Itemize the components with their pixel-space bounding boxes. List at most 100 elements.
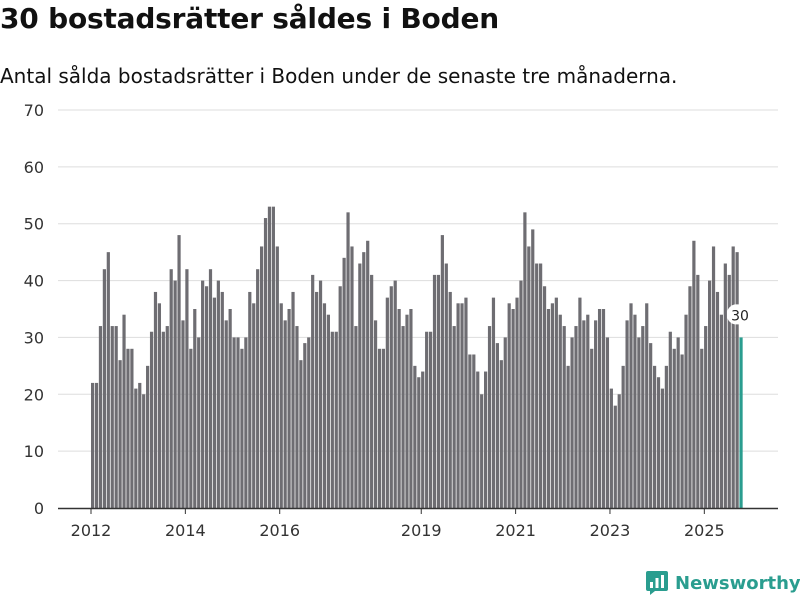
bar <box>664 365 668 508</box>
bar <box>354 326 358 508</box>
bar <box>511 309 515 508</box>
bar <box>531 229 535 508</box>
bar <box>601 309 606 508</box>
bar <box>672 348 676 508</box>
bar <box>546 309 551 508</box>
data-label-background <box>727 304 754 325</box>
bar <box>645 303 649 508</box>
bar <box>652 365 657 508</box>
bar <box>696 274 700 508</box>
bar <box>629 303 633 508</box>
bar <box>472 354 476 508</box>
bar <box>393 280 397 508</box>
bar <box>279 303 283 508</box>
bar <box>330 331 334 508</box>
bar <box>366 240 370 508</box>
bar <box>377 348 382 508</box>
bar <box>617 394 621 508</box>
bar <box>566 365 570 508</box>
bar <box>263 218 268 508</box>
bar <box>715 291 720 508</box>
bar <box>385 297 389 508</box>
bar <box>625 320 629 508</box>
bar <box>417 377 421 508</box>
bar <box>307 337 311 508</box>
y-axis: 0 10 20 30 40 50 60 70 <box>24 101 44 518</box>
bar <box>409 309 413 508</box>
bar <box>299 360 303 508</box>
bar <box>153 291 158 508</box>
bar <box>444 263 448 508</box>
bar <box>259 246 264 508</box>
y-tick-label: 10 <box>24 442 44 461</box>
newsworthy-logo-icon <box>646 571 668 595</box>
bar <box>499 360 503 508</box>
bar <box>169 269 173 508</box>
bar <box>468 354 472 508</box>
bar <box>91 382 95 508</box>
bar <box>413 365 417 508</box>
bar <box>680 354 684 508</box>
bar <box>684 314 688 508</box>
bar <box>523 212 527 508</box>
y-tick-label: 30 <box>24 328 44 347</box>
bar <box>452 326 456 508</box>
brand-logo[interactable]: Newsworthy <box>645 568 800 598</box>
bar <box>157 303 162 508</box>
bar <box>609 388 613 508</box>
bar <box>98 326 103 508</box>
bar <box>287 309 291 508</box>
bar <box>562 326 566 508</box>
bar <box>397 309 401 508</box>
bar <box>495 343 499 508</box>
bar <box>480 394 484 508</box>
x-tick-label: 2023 <box>590 521 631 540</box>
bar <box>425 331 429 508</box>
bar <box>676 337 680 508</box>
bar <box>539 263 543 508</box>
bar <box>149 331 154 508</box>
y-tick-label: 20 <box>24 385 44 404</box>
bar <box>224 320 228 508</box>
bar <box>201 280 205 508</box>
bar <box>700 348 704 508</box>
bar <box>130 348 134 508</box>
data-labels: 30 <box>727 304 754 325</box>
bar <box>590 348 594 508</box>
bar <box>134 388 138 508</box>
bar <box>727 274 731 508</box>
bar <box>362 252 366 508</box>
bar <box>311 274 315 508</box>
bar <box>723 263 727 508</box>
bar <box>542 286 547 508</box>
bar <box>641 326 645 508</box>
bar <box>189 348 193 508</box>
bar <box>535 263 539 508</box>
bar <box>291 291 295 508</box>
bar <box>256 269 260 508</box>
bar <box>275 246 279 508</box>
x-tick-label: 2016 <box>259 521 300 540</box>
bar <box>432 274 437 508</box>
bar <box>232 337 236 508</box>
bar <box>94 382 99 508</box>
bar <box>515 297 519 508</box>
data-label-highlight: 30 <box>731 308 749 324</box>
bar <box>318 280 323 508</box>
bar <box>138 382 142 508</box>
bar <box>476 371 480 508</box>
bar <box>240 348 244 508</box>
bar <box>656 377 661 508</box>
bar <box>464 297 468 508</box>
bar <box>295 326 299 508</box>
x-tick-label: 2021 <box>495 521 536 540</box>
bar <box>574 326 578 508</box>
bar <box>613 405 617 508</box>
bar <box>688 286 692 508</box>
bar <box>315 291 319 508</box>
bar <box>216 280 220 508</box>
bar <box>118 360 122 508</box>
bar-series <box>91 206 743 508</box>
bar <box>181 320 185 508</box>
y-tick-label: 0 <box>34 499 44 518</box>
